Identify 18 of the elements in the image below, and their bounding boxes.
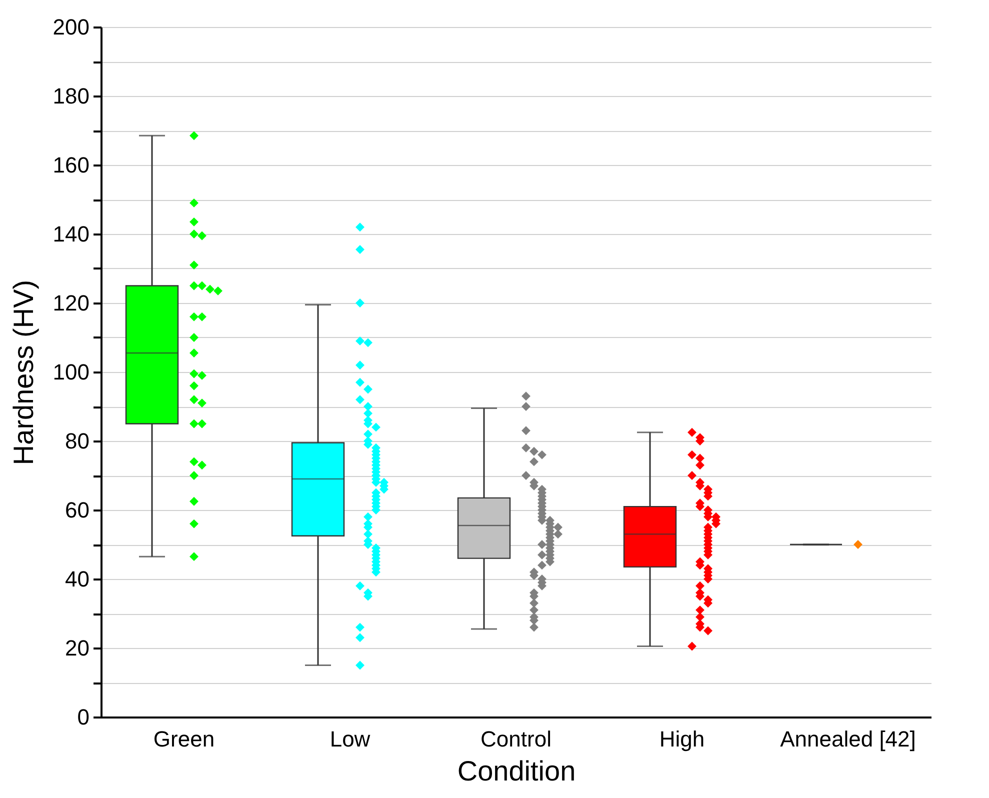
y-axis-title: Hardness (HV) bbox=[8, 280, 39, 466]
x-tick-label: Annealed [42] bbox=[780, 726, 916, 752]
x-tick-label: Low bbox=[330, 726, 370, 752]
x-tick-label: High bbox=[659, 726, 705, 752]
y-tick-label: 140 bbox=[52, 222, 90, 246]
y-tick-label: 120 bbox=[52, 290, 90, 316]
x-axis-title: Condition bbox=[457, 756, 576, 786]
y-tick-label: 100 bbox=[52, 360, 90, 384]
y-tick-label: 80 bbox=[65, 428, 90, 454]
y-tick-label: 40 bbox=[65, 566, 90, 592]
y-tick-label: 60 bbox=[65, 498, 90, 522]
x-tick-label: Control bbox=[480, 726, 552, 752]
y-tick-label: 0 bbox=[77, 704, 90, 730]
y-tick-label: 160 bbox=[52, 152, 90, 178]
x-tick-label: Green bbox=[153, 726, 215, 752]
y-tick-label: 20 bbox=[65, 636, 90, 660]
y-tick-label: 200 bbox=[52, 14, 90, 40]
y-tick-label: 180 bbox=[52, 84, 90, 108]
